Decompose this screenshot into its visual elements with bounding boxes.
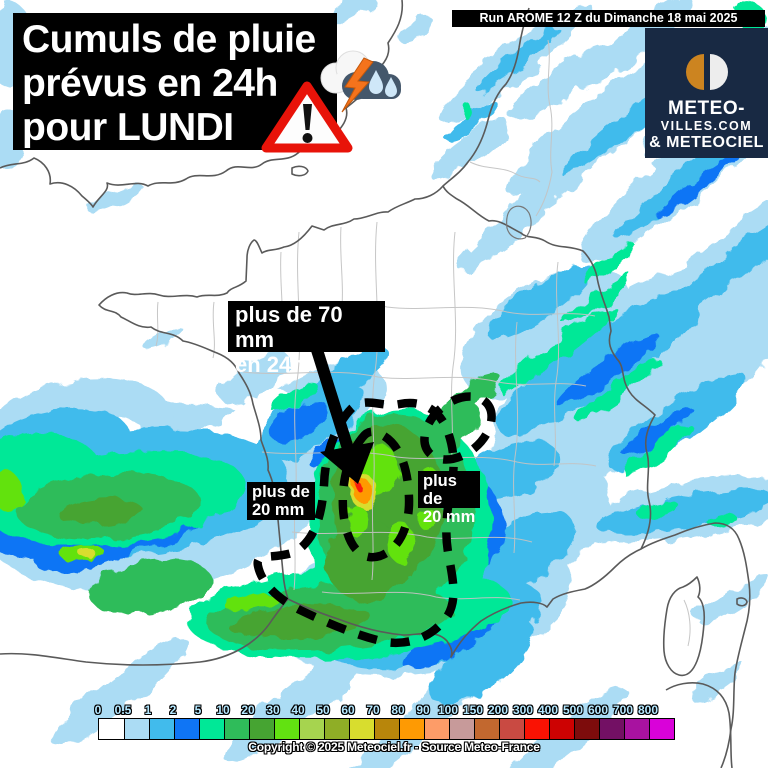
legend-value: 700: [612, 703, 634, 717]
logo-text-villes: VILLES.COM: [660, 119, 753, 133]
legend-swatch: [399, 719, 424, 739]
legend-swatch: [224, 719, 249, 739]
legend-swatch: [474, 719, 499, 739]
legend-swatch: [324, 719, 349, 739]
logo-text-meteo: METEO-: [668, 98, 745, 119]
legend-swatch: [174, 719, 199, 739]
legend-value: 400: [537, 703, 559, 717]
legend-value: 60: [341, 703, 355, 717]
legend-value: 30: [266, 703, 280, 717]
legend-swatch: [599, 719, 624, 739]
legend-swatch: [124, 719, 149, 739]
annotation-west-20mm: plus de 20 mm: [247, 482, 315, 520]
legend-value: 0.5: [114, 703, 132, 717]
legend-swatch: [149, 719, 174, 739]
copyright-text: Copyright © 2025 Meteociel.fr - Source M…: [248, 740, 540, 754]
max-rain-arrow: [311, 348, 374, 484]
luxembourg-border: [506, 205, 532, 240]
legend-swatch: [274, 719, 299, 739]
legend-value: 0: [94, 703, 102, 717]
legend-value: 10: [216, 703, 230, 717]
legend-value: 600: [587, 703, 609, 717]
rain-zone-dashed-outline: [253, 392, 496, 648]
legend-value: 20: [241, 703, 255, 717]
legend-swatch: [624, 719, 649, 739]
lightning-icon: [341, 57, 374, 113]
legend-value: 200: [487, 703, 509, 717]
annotation-line: en 24h: [235, 352, 305, 377]
title-line-1: Cumuls de pluie: [22, 18, 316, 61]
legend-value: 150: [462, 703, 484, 717]
annotation-line: 20 mm: [423, 508, 476, 526]
legend-swatch: [199, 719, 224, 739]
legend-swatch: [449, 719, 474, 739]
legend-swatch: [574, 719, 599, 739]
legend-swatch: [349, 719, 374, 739]
legend-value: 50: [316, 703, 330, 717]
legend-value: 70: [366, 703, 380, 717]
legend-swatch: [649, 719, 674, 739]
meteo-villes-logo: METEO- VILLES.COM & METEOCIEL: [645, 28, 768, 158]
raindrop-icon: [369, 70, 383, 94]
warning-triangle-icon: [261, 81, 353, 153]
legend-value: 80: [391, 703, 405, 717]
annotation-line: plus de: [423, 472, 457, 508]
legend-swatch: [549, 719, 574, 739]
logo-text-meteociel: & METEOCIEL: [649, 134, 764, 151]
run-info-text: Run AROME 12 Z du Dimanche 18 mai 2025: [479, 11, 738, 25]
legend-swatch: [374, 719, 399, 739]
annotation-line: plus de 70 mm: [235, 302, 343, 352]
legend-value: 1: [144, 703, 152, 717]
raindrop-icon: [385, 77, 397, 97]
legend-bar: [98, 718, 675, 740]
legend-swatch: [424, 719, 449, 739]
legend-swatch: [524, 719, 549, 739]
storm-cloud-icon: [320, 50, 401, 113]
annotation-line: plus de: [252, 483, 310, 501]
legend-swatch: [299, 719, 324, 739]
legend-value: 300: [512, 703, 534, 717]
annotation-line: 20 mm: [252, 501, 305, 519]
annotation-east-20mm: plus de 20 mm: [418, 471, 480, 526]
precipitation-legend: 0 0.5 1 2 5 10 20 30 40 50 60 70 80 90 100 150 200 300 400…: [94, 703, 675, 745]
legend-value: 5: [194, 703, 202, 717]
legend-value: 800: [637, 703, 659, 717]
legend-value: 90: [416, 703, 430, 717]
title-line-3: pour LUNDI: [22, 106, 234, 149]
legend-value: 2: [169, 703, 177, 717]
legend-labels: 0 0.5 1 2 5 10 20 30 40 50 60 70 80 90 100 150 200 300 400…: [94, 703, 675, 717]
legend-swatch: [499, 719, 524, 739]
run-info-bar: Run AROME 12 Z du Dimanche 18 mai 2025: [452, 10, 765, 27]
legend-swatch: [99, 719, 124, 739]
logo-circle-icon: [686, 54, 728, 90]
title-line-2: prévus en 24h: [22, 62, 278, 105]
legend-value: 40: [291, 703, 305, 717]
legend-value: 100: [437, 703, 459, 717]
legend-value: 500: [562, 703, 584, 717]
annotation-max-70mm: plus de 70 mm en 24h: [228, 301, 385, 377]
legend-swatch: [249, 719, 274, 739]
